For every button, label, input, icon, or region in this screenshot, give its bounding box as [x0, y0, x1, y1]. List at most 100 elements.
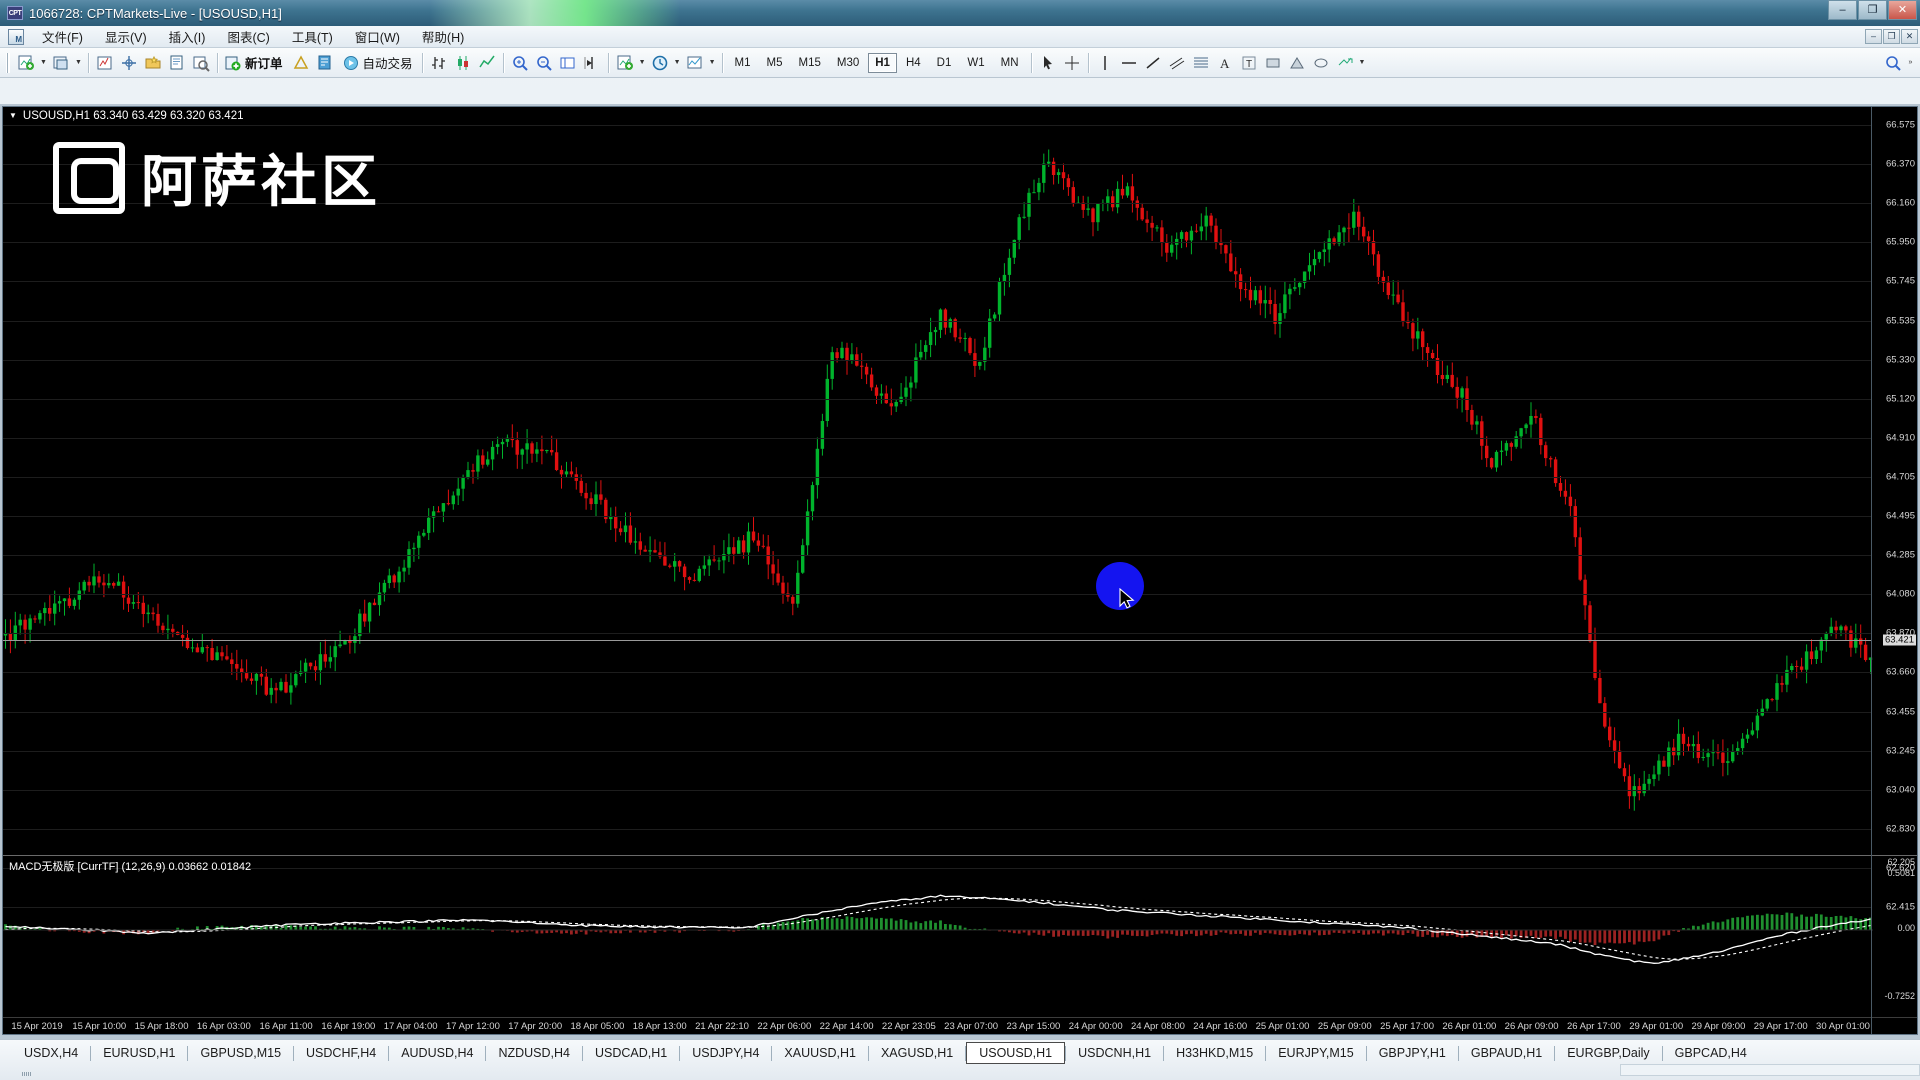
candlestick-chart-icon[interactable] [451, 51, 475, 75]
chart-tab-h33hkd-m15[interactable]: H33HKD,M15 [1176, 1046, 1254, 1060]
chart-tab-gbpaud-h1[interactable]: GBPAUD,H1 [1470, 1046, 1543, 1060]
timeframe-m15[interactable]: M15 [798, 56, 821, 69]
strategy-tester-icon[interactable] [189, 51, 213, 75]
market-watch-icon[interactable] [93, 51, 117, 75]
minimize-button[interactable]: – [1828, 0, 1857, 20]
time-tick: 21 Apr 22:10 [695, 1021, 749, 1032]
menu-tools[interactable]: 工具(T) [291, 31, 333, 45]
chart-tab-gbpusd-m15[interactable]: GBPUSD,M15 [200, 1046, 282, 1060]
window-titlebar: CPT 1066728: CPTMarkets-Live - [USOUSD,H… [0, 0, 1920, 26]
horizontal-scrollbar[interactable] [1620, 1064, 1920, 1076]
chart-tab-usdcnh-h1[interactable]: USDCNH,H1 [1078, 1046, 1152, 1060]
price-scale[interactable]: 66.575 66.370 66.160 65.950 65.745 65.535 65.3… [1871, 107, 1917, 1034]
chart-tab-usdx-h4[interactable]: USDX,H4 [24, 1046, 79, 1060]
arrows-icon[interactable] [1333, 51, 1357, 75]
bar-chart-icon[interactable] [427, 51, 451, 75]
autotrading-button[interactable]: 自动交易 [337, 53, 418, 72]
chart-tab-usousd-h1[interactable]: USOUSD,H1 [966, 1042, 1066, 1064]
timeframe-w1[interactable]: W1 [967, 56, 985, 69]
periods-clock-icon[interactable] [648, 51, 672, 75]
search-icon[interactable] [1881, 51, 1905, 75]
crosshair-tool-icon[interactable] [1060, 51, 1084, 75]
chart-tab-gbpjpy-h1[interactable]: GBPJPY,H1 [1378, 1046, 1446, 1060]
chart-canvas[interactable]: ▼ USOUSD,H1 63.340 63.429 63.320 63.421 … [2, 106, 1918, 1035]
menu-help[interactable]: 帮助(H) [421, 31, 465, 45]
timeframe-m5[interactable]: M5 [766, 56, 783, 69]
cursor-arrow-icon[interactable] [1036, 51, 1060, 75]
mdi-minimize-button[interactable]: – [1865, 29, 1882, 44]
chart-tab-audusd-h4[interactable]: AUDUSD,H4 [401, 1046, 474, 1060]
ellipse-icon[interactable] [1309, 51, 1333, 75]
text-label-icon[interactable]: T [1237, 51, 1261, 75]
tab-separator [771, 1045, 773, 1061]
timeframe-d1[interactable]: D1 [936, 56, 952, 69]
timeframe-mn[interactable]: MN [1000, 56, 1019, 69]
timeframe-h1[interactable]: H1 [868, 52, 897, 73]
chart-tab-eurusd-h1[interactable]: EURUSD,H1 [103, 1046, 176, 1060]
expert-advisors-icon[interactable] [313, 51, 337, 75]
toolbar-overflow-icon[interactable]: » [1908, 59, 1913, 66]
line-chart-icon[interactable] [475, 51, 499, 75]
fibonacci-icon[interactable] [1189, 51, 1213, 75]
svg-text:A: A [1220, 56, 1230, 71]
timeframe-m1[interactable]: M1 [734, 56, 751, 69]
menu-view[interactable]: 显示(V) [104, 31, 147, 45]
horizontal-line-icon[interactable] [1117, 51, 1141, 75]
macd-indicator-pane[interactable]: MACD无极版 [CurrTF] (12,26,9) 0.03662 0.018… [3, 855, 1917, 1003]
chart-tab-eurjpy-m15[interactable]: EURJPY,M15 [1278, 1046, 1354, 1060]
chart-collapse-icon[interactable]: ▼ [9, 111, 17, 120]
zoom-in-icon[interactable] [508, 51, 532, 75]
chart-tab-xauusd-h1[interactable]: XAUUSD,H1 [784, 1046, 856, 1060]
templates-dropdown-icon[interactable]: ▼ [708, 59, 716, 66]
menu-charts[interactable]: 图表(C) [227, 31, 270, 45]
chart-shift-icon[interactable] [580, 51, 604, 75]
tabbar-grip[interactable] [22, 1072, 32, 1076]
menu-insert[interactable]: 插入(I) [168, 31, 206, 45]
indicators-icon[interactable] [613, 51, 637, 75]
metaeditor-icon[interactable] [289, 51, 313, 75]
new-chart-dropdown-icon[interactable]: ▼ [40, 59, 47, 66]
timeframe-m30[interactable]: M30 [836, 56, 860, 69]
crosshair-icon[interactable] [117, 51, 141, 75]
text-icon[interactable]: A [1213, 51, 1237, 75]
rectangle-icon[interactable] [1261, 51, 1285, 75]
close-button[interactable]: ✕ [1888, 0, 1917, 20]
chart-tab-usdchf-h4[interactable]: USDCHF,H4 [306, 1046, 377, 1060]
mdi-restore-button[interactable]: ❐ [1883, 29, 1900, 44]
chart-tab-eurgbp-daily[interactable]: EURGBP,Daily [1567, 1046, 1650, 1060]
new-order-button[interactable]: 新订单 [222, 53, 289, 72]
chart-tabs: USDX,H4 EURUSD,H1 GBPUSD,M15 USDCHF,H4 AUDUS… [0, 1040, 1920, 1066]
chart-tab-xagusd-h1[interactable]: XAGUSD,H1 [880, 1046, 954, 1060]
chart-tab-usdcad-h1[interactable]: USDCAD,H1 [594, 1046, 668, 1060]
auto-scroll-icon[interactable] [556, 51, 580, 75]
arrows-dropdown-icon[interactable]: ▼ [1358, 59, 1366, 66]
cpt-icon: CPT [7, 6, 23, 20]
time-tick: 25 Apr 17:00 [1380, 1021, 1435, 1032]
terminal-icon[interactable] [165, 51, 189, 75]
zoom-out-icon[interactable] [532, 51, 556, 75]
chart-tab-usdjpy-h4[interactable]: USDJPY,H4 [692, 1046, 760, 1060]
triangle-icon[interactable] [1285, 51, 1309, 75]
mdi-close-button[interactable]: ✕ [1901, 29, 1918, 44]
equidistant-channel-icon[interactable] [1165, 51, 1189, 75]
menu-file[interactable]: 文件(F) [42, 31, 83, 45]
maximize-button[interactable]: ❐ [1858, 0, 1887, 20]
navigator-icon[interactable] [141, 51, 165, 75]
price-tick: 64.285 [1885, 549, 1915, 561]
new-chart-icon[interactable] [14, 51, 38, 75]
indicators-dropdown-icon[interactable]: ▼ [638, 59, 646, 66]
templates-icon[interactable] [683, 51, 707, 75]
trendline-icon[interactable] [1141, 51, 1165, 75]
menu-window[interactable]: 窗口(W) [354, 31, 400, 45]
vertical-line-icon[interactable] [1093, 51, 1117, 75]
time-tick: 23 Apr 15:00 [1006, 1021, 1061, 1032]
chart-tab-nzdusd-h4[interactable]: NZDUSD,H4 [498, 1046, 570, 1060]
profiles-dropdown-icon[interactable]: ▼ [75, 59, 82, 66]
periods-dropdown-icon[interactable]: ▼ [673, 59, 681, 66]
chart-gridline [3, 516, 1871, 517]
toolbar-grip[interactable] [6, 52, 10, 73]
chart-header: ▼ USOUSD,H1 63.340 63.429 63.320 63.421 [3, 107, 244, 124]
timeframe-h4[interactable]: H4 [905, 56, 921, 69]
profiles-icon[interactable] [49, 51, 73, 75]
chart-tab-gbpcad-h4[interactable]: GBPCAD,H4 [1674, 1046, 1747, 1060]
